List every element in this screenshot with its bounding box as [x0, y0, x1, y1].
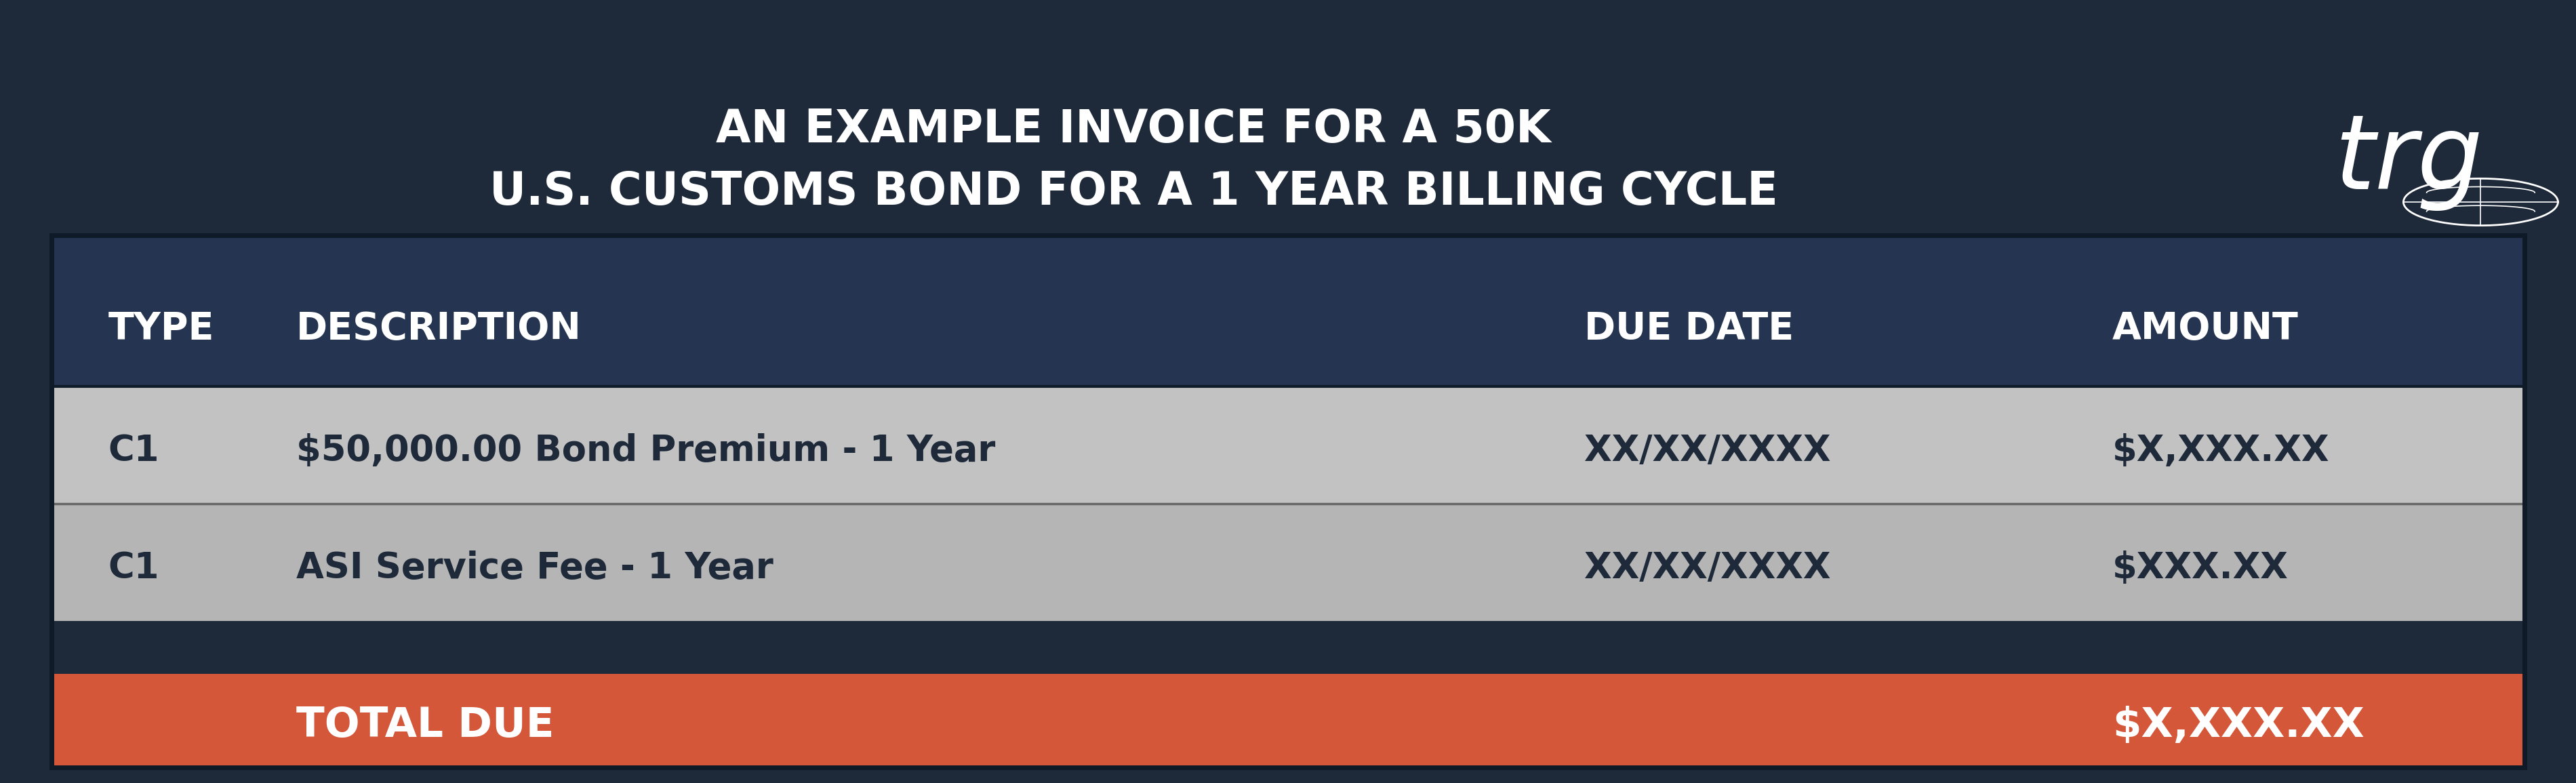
FancyBboxPatch shape: [52, 674, 2524, 767]
Text: DUE DATE: DUE DATE: [1584, 311, 1793, 348]
Text: $50,000.00 Bond Premium - 1 Year: $50,000.00 Bond Premium - 1 Year: [296, 434, 994, 469]
Text: $XXX.XX: $XXX.XX: [2112, 550, 2287, 586]
Text: DESCRIPTION: DESCRIPTION: [296, 311, 582, 348]
Text: XX/XX/XXXX: XX/XX/XXXX: [1584, 434, 1832, 469]
Text: $X,XXX.XX: $X,XXX.XX: [2112, 434, 2329, 469]
Text: U.S. CUSTOMS BOND FOR A 1 YEAR BILLING CYCLE: U.S. CUSTOMS BOND FOR A 1 YEAR BILLING C…: [489, 169, 1777, 215]
Text: C1: C1: [108, 434, 160, 469]
Text: AN EXAMPLE INVOICE FOR A 50K: AN EXAMPLE INVOICE FOR A 50K: [716, 106, 1551, 152]
Text: C1: C1: [108, 550, 160, 586]
FancyBboxPatch shape: [52, 387, 2524, 503]
Text: XX/XX/XXXX: XX/XX/XXXX: [1584, 550, 1832, 586]
Text: trg: trg: [2334, 110, 2483, 211]
Text: $X,XXX.XX: $X,XXX.XX: [2112, 705, 2365, 745]
Text: TYPE: TYPE: [108, 311, 214, 348]
Text: TOTAL DUE: TOTAL DUE: [296, 705, 554, 745]
FancyBboxPatch shape: [52, 235, 2524, 387]
Text: AMOUNT: AMOUNT: [2112, 311, 2298, 348]
Text: ASI Service Fee - 1 Year: ASI Service Fee - 1 Year: [296, 550, 773, 586]
FancyBboxPatch shape: [52, 503, 2524, 621]
